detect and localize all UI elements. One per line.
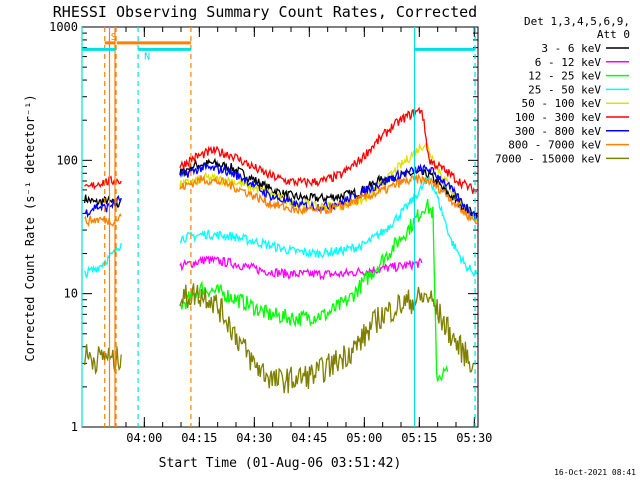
x-tick-label: 05:00	[346, 431, 382, 445]
flag-saa-label: S	[111, 32, 117, 43]
legend-label: 800 - 7000 keV	[508, 139, 601, 152]
x-axis-label: Start Time (01-Aug-06 03:51:42)	[159, 456, 402, 471]
legend-label: 12 - 25 keV	[528, 70, 601, 83]
legend-header: Det 1,3,4,5,6,9,	[524, 15, 630, 28]
x-tick-label: 05:15	[401, 431, 437, 445]
series-line	[179, 175, 478, 278]
legend-label: 50 - 100 keV	[522, 97, 602, 110]
legend-header: Att 0	[597, 28, 630, 41]
flag-night-label: N	[144, 51, 150, 62]
generated-timestamp: 16-Oct-2021 08:41	[554, 468, 636, 477]
x-tick-label: 04:00	[126, 431, 162, 445]
legend-label: 6 - 12 keV	[535, 56, 602, 69]
y-tick-label: 10	[64, 287, 78, 301]
series-line	[83, 344, 122, 375]
legend-label: 300 - 800 keV	[515, 125, 601, 138]
plot-frame	[81, 26, 479, 428]
y-tick-label: 1	[71, 420, 78, 434]
x-tick-label: 04:45	[291, 431, 327, 445]
series-6-12-kev	[179, 255, 423, 281]
plot-area: 1 10 100 1000 04:00 04:15 04:30 04:45 05:00 05:15…	[49, 20, 492, 445]
series-line	[179, 255, 423, 281]
legend-label: 7000 - 15000 keV	[495, 152, 601, 165]
legend-label: 3 - 6 keV	[541, 42, 601, 55]
legend-label: 25 - 50 keV	[528, 83, 601, 96]
series-line	[179, 106, 478, 194]
series-12-25-kev	[179, 199, 449, 382]
chart-title: RHESSI Observing Summary Count Rates, Co…	[53, 3, 477, 21]
y-tick-label: 100	[56, 153, 78, 167]
x-tick-label: 05:30	[456, 431, 492, 445]
x-tick-label: 04:30	[236, 431, 272, 445]
series-line	[179, 172, 478, 225]
legend-label: 100 - 300 keV	[515, 111, 601, 124]
x-tick-label: 04:15	[181, 431, 217, 445]
series-line	[179, 199, 449, 382]
series-line	[179, 283, 474, 394]
y-axis-label: Corrected Count Rate (s⁻¹ detector⁻¹)	[23, 94, 37, 361]
y-tick-label: 1000	[49, 20, 78, 34]
